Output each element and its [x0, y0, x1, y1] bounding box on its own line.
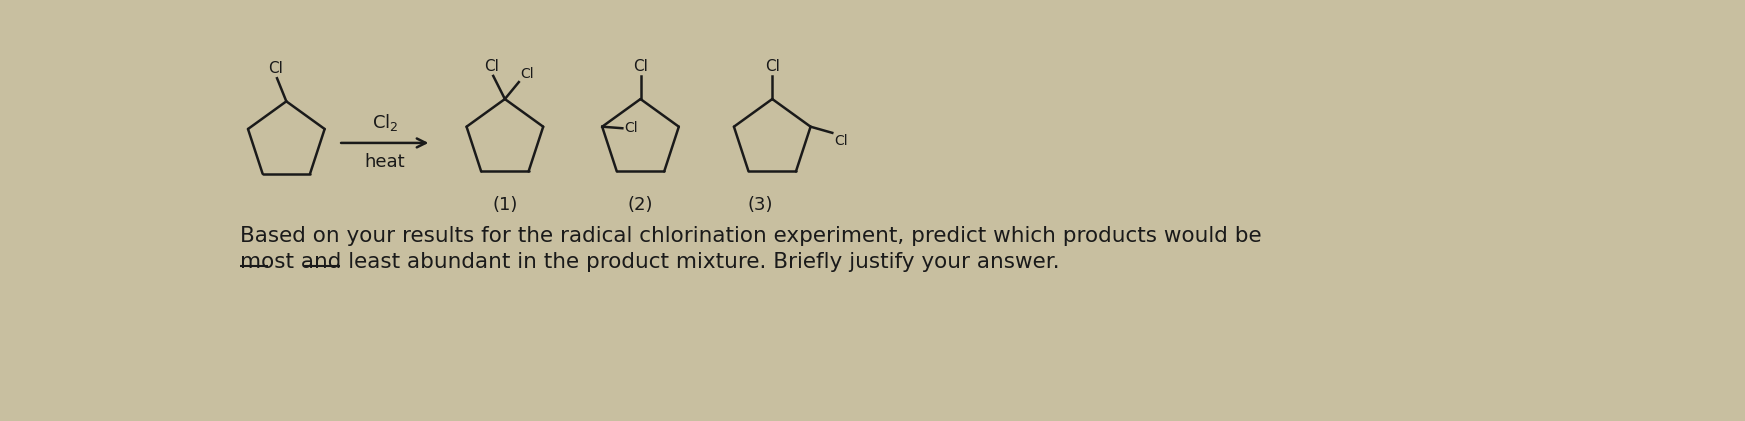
- Text: (2): (2): [628, 196, 653, 214]
- Text: Cl: Cl: [834, 134, 848, 148]
- Text: Cl: Cl: [764, 59, 780, 74]
- Text: (3): (3): [749, 196, 773, 214]
- Text: (1): (1): [492, 196, 518, 214]
- Text: Cl: Cl: [633, 59, 647, 74]
- Text: Cl: Cl: [520, 67, 534, 81]
- Text: Cl$_2$: Cl$_2$: [372, 112, 398, 133]
- Text: Cl: Cl: [625, 121, 637, 135]
- Text: Based on your results for the radical chlorination experiment, predict which pro: Based on your results for the radical ch…: [239, 226, 1262, 246]
- Text: heat: heat: [365, 153, 405, 171]
- Text: Cl: Cl: [485, 59, 499, 74]
- Text: most and least abundant in the product mixture. Briefly justify your answer.: most and least abundant in the product m…: [239, 252, 1059, 272]
- Text: Cl: Cl: [269, 61, 283, 76]
